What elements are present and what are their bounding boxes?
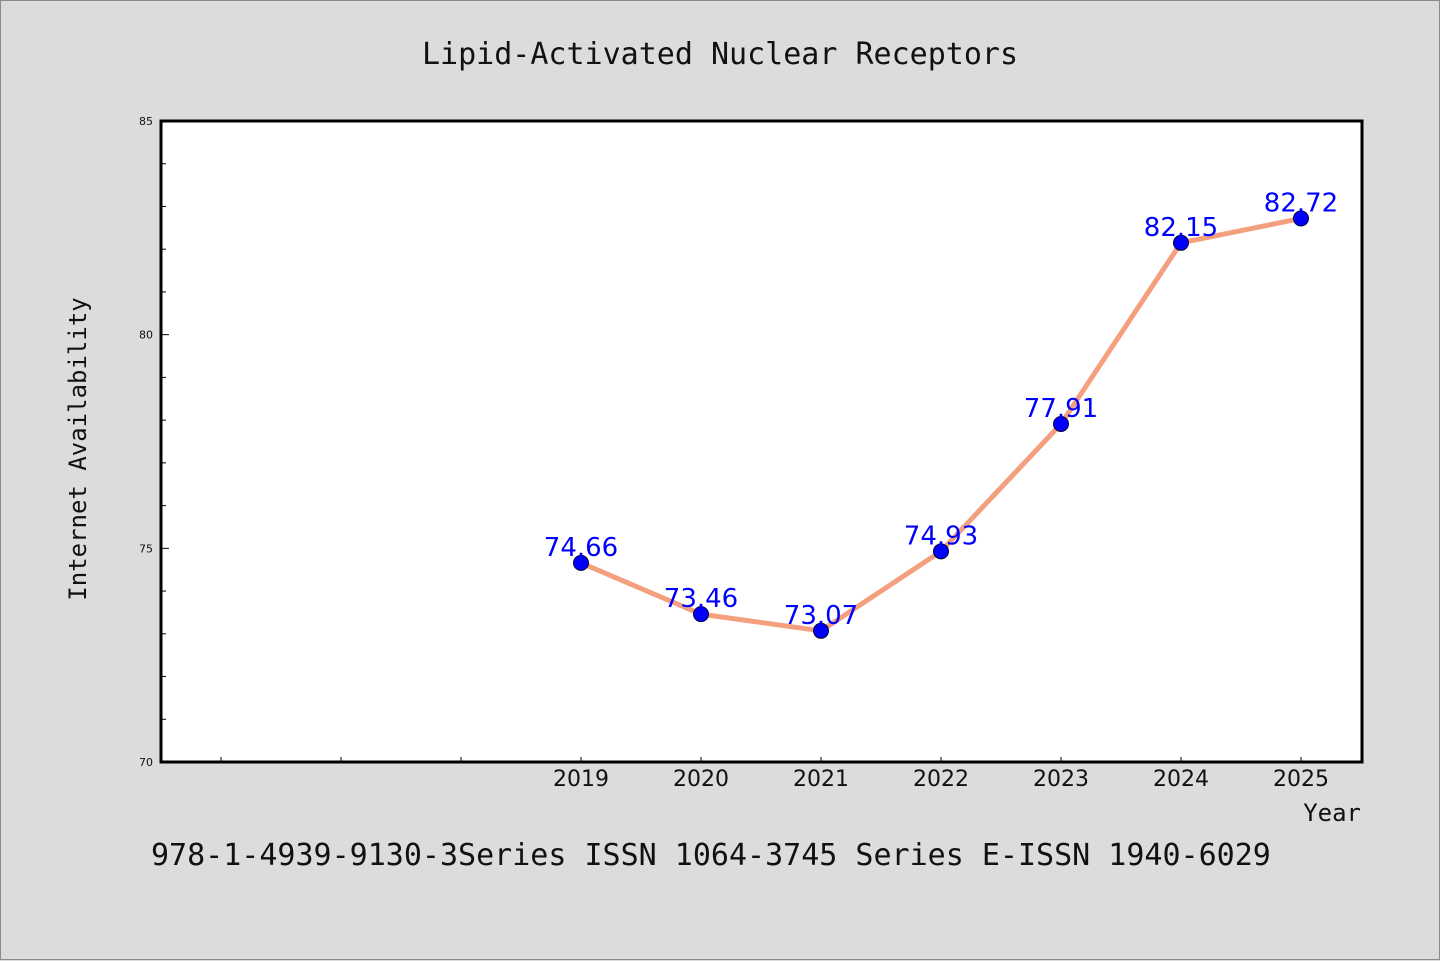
data-point	[933, 543, 949, 560]
data-point	[1173, 234, 1189, 251]
x-tick-label: 2024	[1153, 767, 1209, 792]
series-markers	[573, 210, 1309, 639]
x-tick-label: 2023	[1033, 767, 1089, 792]
data-label: 77.91	[1024, 394, 1098, 424]
x-tick-label: 2025	[1273, 767, 1329, 792]
y-tick-label: 80	[139, 329, 153, 342]
data-label: 82.72	[1264, 188, 1338, 218]
data-label: 73.46	[664, 584, 738, 614]
chart-title: Lipid-Activated Nuclear Receptors	[422, 37, 1018, 72]
footer-isbn-issn: 978-1-4939-9130-3Series ISSN 1064-3745 S…	[151, 838, 1271, 873]
x-tick-label: 2021	[793, 767, 849, 792]
data-point	[693, 606, 709, 623]
x-axis: 2019 2020 2021 2022 2023 2024 2025	[220, 757, 1329, 792]
y-tick-label: 85	[139, 115, 153, 128]
x-tick-label: 2019	[553, 767, 609, 792]
data-label: 74.93	[904, 521, 978, 551]
data-point	[573, 554, 589, 571]
data-labels: 74.66 73.46 73.07 74.93 77.91 82.15 82.72	[544, 188, 1338, 630]
data-label: 73.07	[784, 601, 858, 631]
data-point	[1293, 210, 1309, 227]
y-tick-label: 70	[139, 756, 153, 769]
y-axis: 70 75 80 85	[139, 115, 169, 769]
x-tick-label: 2022	[913, 767, 969, 792]
data-point	[813, 622, 829, 639]
y-tick-label: 75	[139, 542, 153, 555]
plot-area	[159, 119, 1364, 764]
data-label: 82.15	[1144, 213, 1218, 243]
x-axis-label: Year	[1303, 799, 1361, 827]
data-point	[1053, 415, 1069, 432]
data-label: 74.66	[544, 533, 618, 563]
x-tick-label: 2020	[673, 767, 729, 792]
y-axis-label: Internet Availability	[64, 297, 92, 600]
